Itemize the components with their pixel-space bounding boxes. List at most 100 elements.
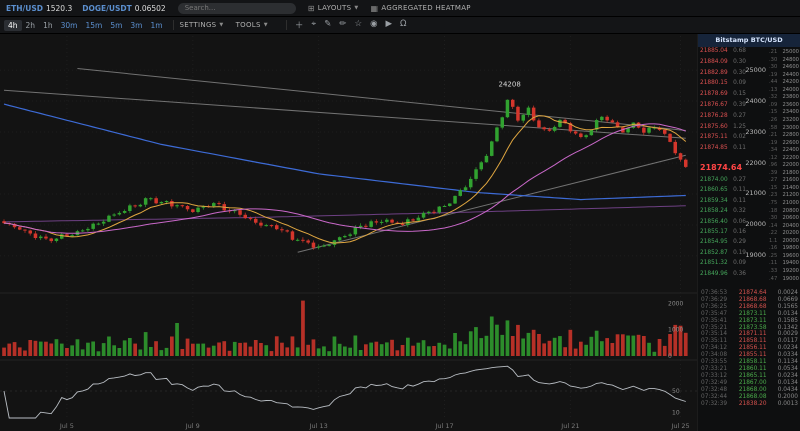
volume-bar: [143, 332, 148, 356]
candle: [39, 236, 43, 239]
orderbook-ask-row[interactable]: 21875.60 1.25: [700, 123, 746, 130]
candle: [70, 235, 74, 237]
ticker-doge-usdt[interactable]: DOGE/USDT 0.06502: [82, 4, 165, 13]
candle: [568, 123, 573, 132]
video-icon[interactable]: ▶: [385, 19, 393, 29]
orderbook-bid-row[interactable]: 21856.40 0.06: [700, 218, 746, 225]
volume-bar: [568, 329, 573, 356]
candle: [484, 155, 489, 163]
orderbook-ask-row[interactable]: 21880.15 0.09: [700, 80, 746, 87]
layouts-menu[interactable]: ⊞ LAYOUTS ▼: [308, 4, 359, 13]
crosshair-icon[interactable]: ⌖: [311, 19, 317, 29]
timeframe-30m[interactable]: 30m: [60, 20, 78, 30]
volume-bar: [128, 338, 132, 356]
trade-row: 07:33:21 21860.11 0.0534: [701, 365, 798, 372]
orderbook-ask-row[interactable]: 21876.28 0.27: [700, 112, 746, 119]
volume-bar: [33, 340, 38, 356]
timeframe-2h[interactable]: 2h: [25, 20, 36, 30]
candle: [80, 230, 85, 232]
candle: [96, 223, 101, 225]
heatmap-ladder-row: .19 24400: [769, 71, 799, 78]
volume-bar: [206, 347, 211, 356]
heatmap-ladder-row: .30 24800: [769, 56, 799, 63]
volume-bar: [395, 350, 400, 356]
heatmap-ladder-row: .96 22000: [769, 162, 799, 169]
volume-bar: [458, 341, 463, 356]
volume-bar: [668, 334, 672, 356]
candle: [358, 225, 363, 228]
aggregated-heatmap-menu[interactable]: ▦ AGGREGATED HEATMAP: [371, 4, 471, 13]
candle: [107, 215, 111, 222]
orderbook-bid-row[interactable]: 21855.17 0.16: [700, 229, 746, 235]
volume-bar: [59, 343, 64, 356]
timeframe-5m[interactable]: 5m: [110, 20, 123, 30]
candle: [469, 178, 473, 188]
trade-row: 07:33:12 21865.11 0.0234: [701, 372, 798, 379]
orderbook-ask-row[interactable]: 21876.67 0.39: [700, 102, 746, 108]
orderbook-ask-row[interactable]: 21874.85 0.11: [700, 145, 746, 152]
ticker-eth-usd[interactable]: ETH/USD 1520.3: [6, 4, 72, 13]
tools-menu[interactable]: TOOLS ▼: [236, 21, 268, 29]
orderbook-ask-row[interactable]: 21884.09 0.30: [700, 58, 746, 65]
timeframe-15m[interactable]: 15m: [85, 20, 103, 30]
pencil-icon[interactable]: ✎: [324, 19, 332, 29]
star-icon[interactable]: ☆: [354, 19, 363, 29]
orderbook-bid-row[interactable]: 21851.32 0.09: [700, 260, 746, 267]
orderbook-bid-row[interactable]: 21859.34 0.11: [700, 197, 746, 204]
volume-bar: [589, 336, 594, 356]
candle: [437, 206, 441, 213]
orderbook-ask-row[interactable]: 21878.69 0.15: [700, 91, 746, 98]
heatmap-ladder-row: .14 20400: [769, 222, 799, 229]
purple-ma-line: [3, 205, 686, 223]
candle: [180, 205, 185, 207]
settings-menu[interactable]: SETTINGS ▼: [180, 21, 224, 29]
candle: [285, 230, 289, 232]
orderbook-bid-row[interactable]: 21849.96 0.36: [700, 270, 746, 277]
candle: [196, 207, 200, 212]
orderbook-ask-row[interactable]: 21875.11 0.02: [700, 134, 746, 141]
orderbook-ask-row[interactable]: 21885.04 0.68: [700, 48, 746, 54]
candle: [243, 214, 247, 219]
heatmap-ladder-row: .15 21400: [769, 184, 799, 191]
timeframe-4h[interactable]: 4h: [4, 19, 22, 31]
orderbook-bid-row[interactable]: 21854.95 0.29: [700, 239, 746, 246]
bell-icon[interactable]: Ω: [400, 19, 407, 29]
timeframe-1h[interactable]: 1h: [43, 20, 53, 30]
heatmap-ladder-row: .44 24200: [769, 79, 799, 86]
trade-row: 07:35:11 21858.11 0.0117: [701, 338, 798, 345]
x-axis-label: Jul 25: [670, 422, 689, 430]
marker-icon[interactable]: ✏: [339, 19, 347, 29]
candle: [23, 229, 27, 231]
chart-area[interactable]: 24208 2000 1000 0 50 10 Jul 5 Jul 9 Jul 13 Jul 17…: [0, 34, 697, 431]
candle: [233, 210, 237, 212]
exchange-header[interactable]: Bitstamp BTC/USD: [698, 34, 800, 47]
volume-bar: [521, 338, 525, 356]
timeframe-3m[interactable]: 3m: [130, 20, 143, 30]
camera-icon[interactable]: ◉: [370, 19, 378, 29]
orderbook-bid-row[interactable]: 21860.65 0.11: [700, 187, 746, 194]
orderbook-bid-row[interactable]: 21852.87 0.19: [700, 249, 746, 256]
search-input[interactable]: [177, 2, 296, 14]
timeframe-1m[interactable]: 1m: [150, 20, 163, 30]
orderbook-bid-row[interactable]: 21858.24 0.32: [700, 208, 746, 215]
volume-bar: [353, 335, 358, 356]
candle: [684, 159, 688, 167]
orderbook-ask-row[interactable]: 21882.89 0.30: [700, 69, 746, 76]
trendline: [3, 89, 686, 139]
candle: [511, 99, 515, 107]
orderbook-bid-row[interactable]: 21874.00 0.27: [700, 177, 746, 183]
volume-bar: [54, 339, 59, 356]
oscillator-line: [3, 365, 686, 419]
price-axis-label: 21000: [745, 189, 766, 198]
volume-bar: [332, 336, 337, 356]
candle: [65, 234, 69, 237]
candle: [642, 127, 646, 133]
heatmap-ladder-row: .25 19600: [769, 252, 799, 259]
volume-bar: [80, 349, 85, 356]
trade-row: 07:35:47 21873.11 0.0134: [701, 310, 798, 317]
trendline: [77, 68, 686, 131]
volume-bar: [65, 348, 69, 356]
chevron-down-icon: ▼: [219, 22, 224, 28]
add-icon[interactable]: ＋: [294, 21, 304, 31]
volume-bar: [337, 343, 342, 356]
